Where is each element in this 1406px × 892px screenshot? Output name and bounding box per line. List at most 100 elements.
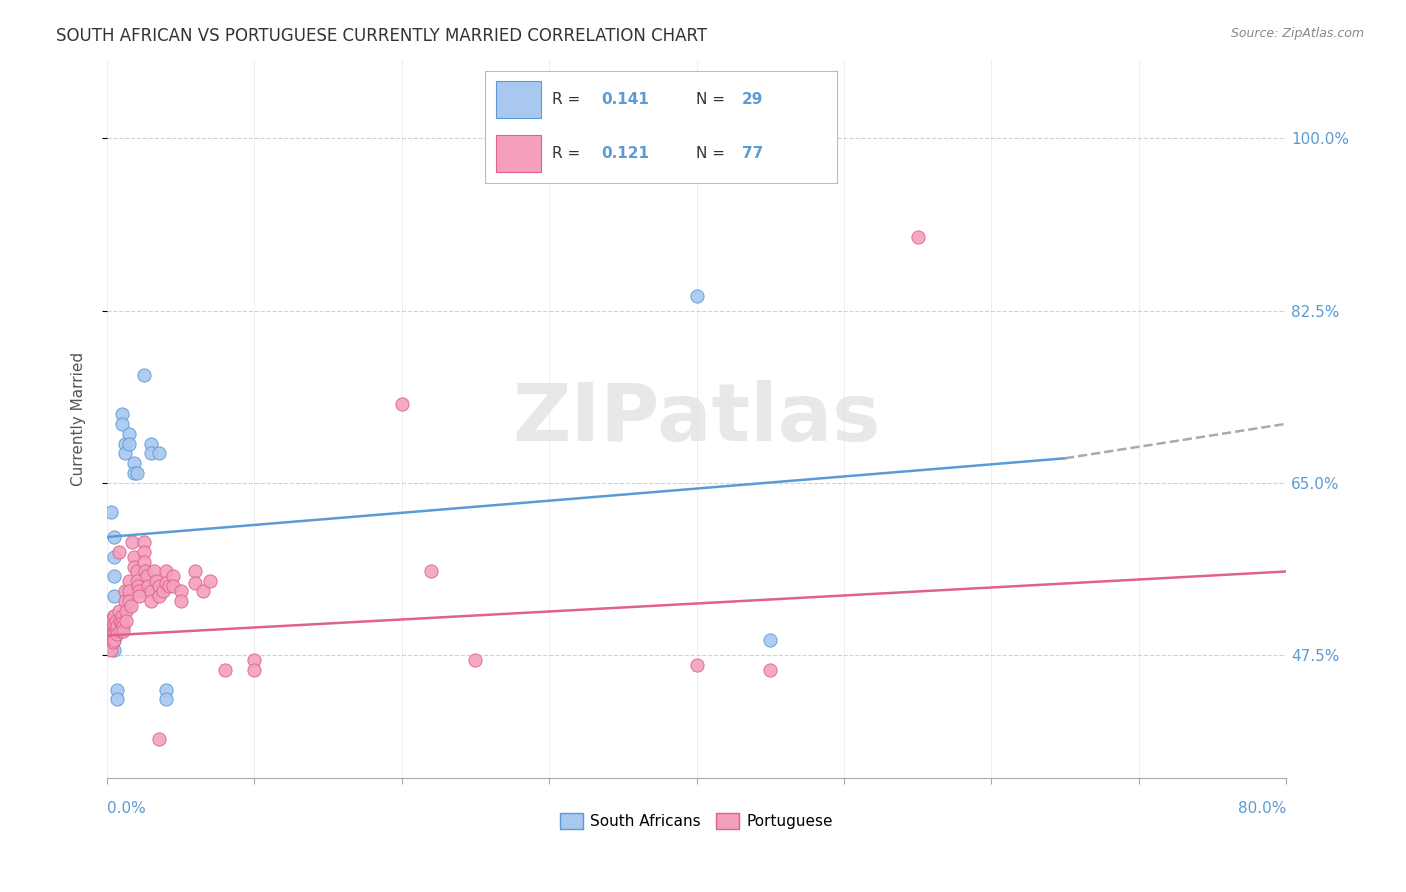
Point <box>100 624 122 638</box>
Point <box>243 663 266 677</box>
Point <box>105 682 128 697</box>
FancyBboxPatch shape <box>495 81 541 119</box>
Point <box>420 565 443 579</box>
Point <box>111 417 134 431</box>
Point <box>391 397 413 411</box>
Point <box>148 446 170 460</box>
Point <box>118 426 141 441</box>
Point <box>125 466 148 480</box>
FancyBboxPatch shape <box>495 135 541 171</box>
Point <box>170 594 193 608</box>
Text: N =: N = <box>696 92 730 107</box>
Point <box>100 633 122 648</box>
Point <box>141 584 163 599</box>
Point <box>132 535 155 549</box>
Point <box>157 579 180 593</box>
Point <box>97 614 120 628</box>
Point <box>111 608 134 623</box>
Point <box>112 618 135 632</box>
Point <box>464 653 486 667</box>
Point <box>103 624 125 638</box>
Point <box>132 545 155 559</box>
Point <box>138 579 160 593</box>
Point <box>118 594 141 608</box>
Point <box>191 584 214 599</box>
Point <box>122 559 145 574</box>
Point <box>122 456 145 470</box>
Point <box>105 692 128 706</box>
Point <box>120 599 142 613</box>
Point <box>143 565 166 579</box>
Point <box>759 633 782 648</box>
Point <box>101 625 124 640</box>
Point <box>114 446 136 460</box>
Legend: South Africans, Portuguese: South Africans, Portuguese <box>554 807 839 835</box>
Text: 29: 29 <box>742 92 763 107</box>
Point <box>155 576 177 591</box>
Y-axis label: Currently Married: Currently Married <box>72 351 86 486</box>
Text: 77: 77 <box>742 145 763 161</box>
Point <box>111 615 134 630</box>
Point <box>103 633 125 648</box>
Point <box>103 608 125 623</box>
Text: 0.141: 0.141 <box>602 92 650 107</box>
Point <box>148 731 170 746</box>
Text: Source: ZipAtlas.com: Source: ZipAtlas.com <box>1230 27 1364 40</box>
Point <box>118 436 141 450</box>
Point <box>98 628 121 642</box>
Point <box>243 653 266 667</box>
Point <box>112 624 135 638</box>
Point <box>104 614 127 628</box>
Point <box>103 616 125 631</box>
Point <box>100 505 122 519</box>
Point <box>103 633 125 648</box>
Text: N =: N = <box>696 145 730 161</box>
Point <box>105 626 128 640</box>
Point <box>101 632 124 646</box>
Point <box>103 549 125 564</box>
Point <box>111 407 134 421</box>
Point <box>141 594 163 608</box>
Point <box>105 618 128 632</box>
Point <box>148 589 170 603</box>
Point <box>132 555 155 569</box>
Point <box>122 549 145 564</box>
Point <box>759 663 782 677</box>
Point <box>108 545 131 559</box>
Point <box>152 584 174 599</box>
Point <box>100 643 122 657</box>
Point <box>184 565 207 579</box>
Point <box>125 574 148 589</box>
Point <box>97 624 120 638</box>
Point <box>118 584 141 599</box>
Point <box>101 618 124 632</box>
Text: 0.0%: 0.0% <box>107 801 146 815</box>
Point <box>103 530 125 544</box>
Point <box>200 574 222 589</box>
Point <box>103 643 125 657</box>
Point <box>103 608 125 623</box>
Point <box>114 594 136 608</box>
Point <box>98 633 121 648</box>
Point <box>121 535 143 549</box>
Point <box>104 622 127 636</box>
Point <box>114 436 136 450</box>
Text: R =: R = <box>551 145 585 161</box>
Point <box>110 614 132 628</box>
Text: ZIPatlas: ZIPatlas <box>512 380 880 458</box>
Point <box>103 589 125 603</box>
Point <box>101 635 124 649</box>
Text: SOUTH AFRICAN VS PORTUGUESE CURRENTLY MARRIED CORRELATION CHART: SOUTH AFRICAN VS PORTUGUESE CURRENTLY MA… <box>56 27 707 45</box>
Point <box>685 289 707 303</box>
Point <box>128 584 150 599</box>
Point <box>100 614 122 628</box>
Point <box>184 576 207 591</box>
Point <box>103 625 125 640</box>
Point <box>125 565 148 579</box>
Point <box>155 565 177 579</box>
Point <box>127 579 149 593</box>
Point <box>141 446 163 460</box>
Point <box>103 569 125 583</box>
Point <box>115 604 138 618</box>
Point <box>115 614 138 628</box>
